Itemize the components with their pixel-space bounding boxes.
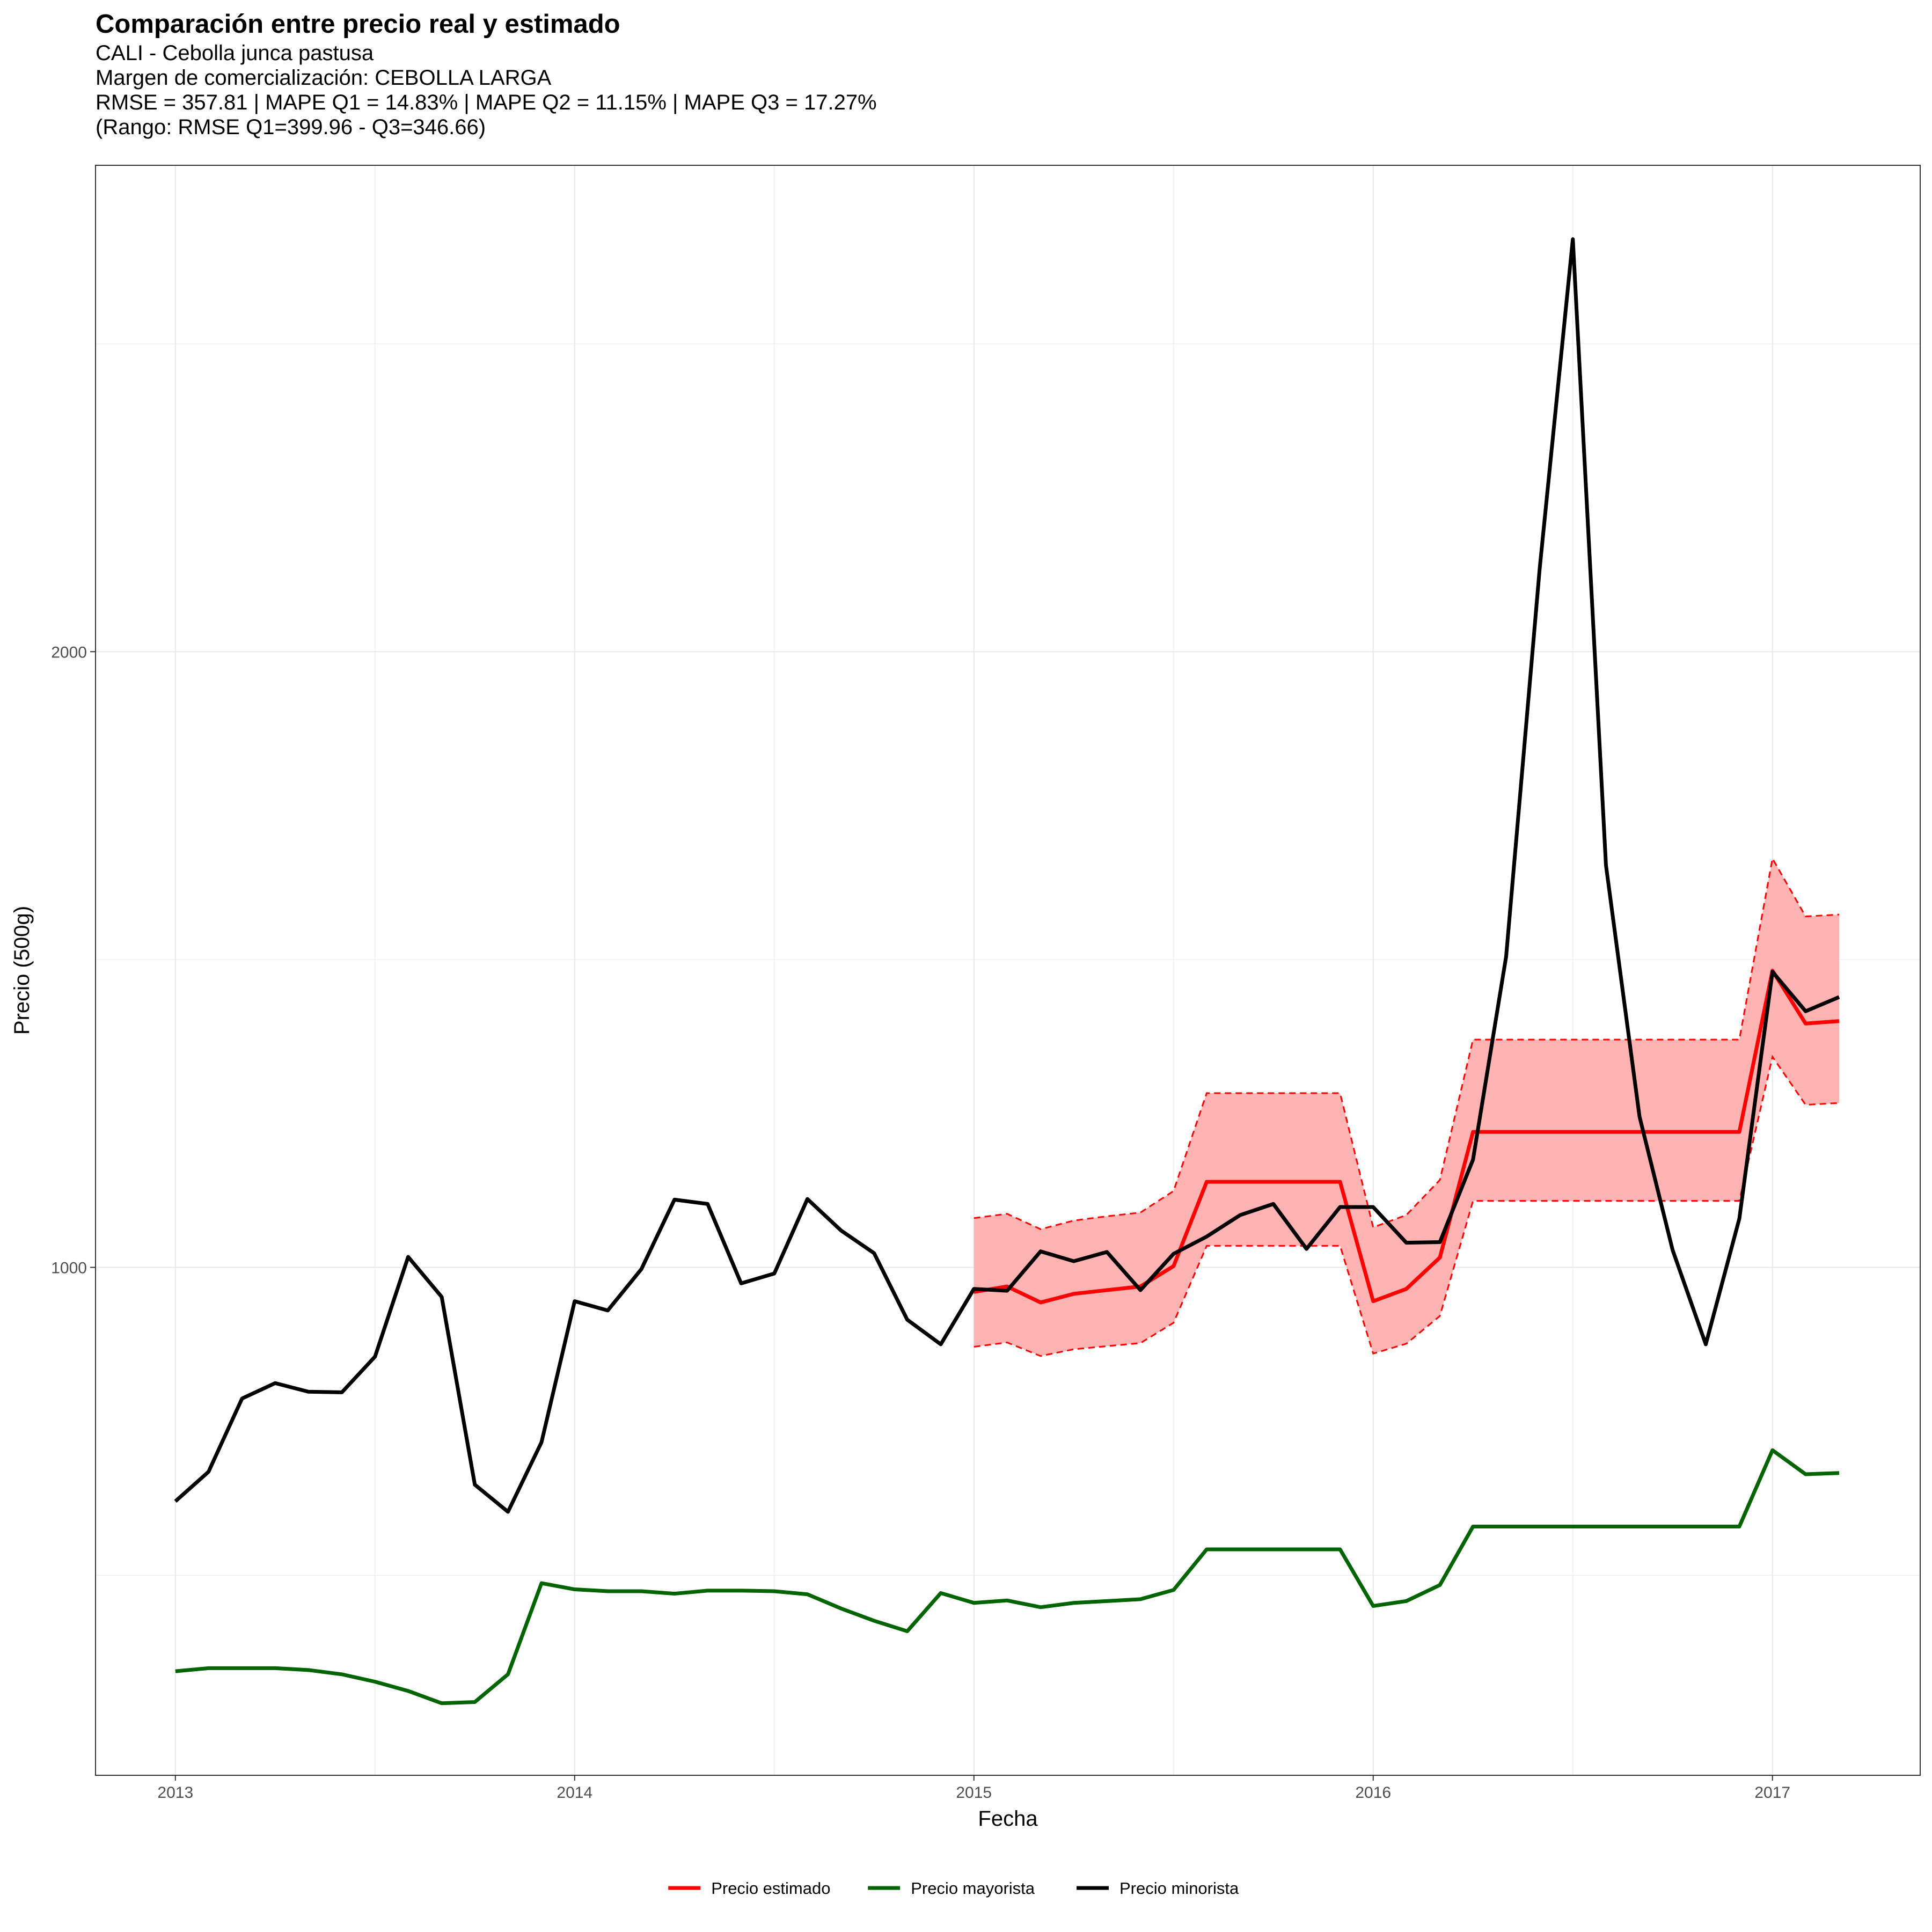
x-axis-title: Fecha (978, 1807, 1038, 1831)
chart-header: Comparación entre precio real y estimado… (96, 8, 877, 140)
x-tick-label: 2015 (956, 1784, 992, 1802)
chart-subtitle-line-4: (Rango: RMSE Q1=399.96 - Q3=346.66) (96, 115, 486, 139)
x-tick-label: 2014 (557, 1784, 592, 1802)
x-tick-label: 2017 (1754, 1784, 1790, 1802)
interval-lower-line (974, 1055, 1840, 1357)
interval-upper-line (974, 856, 1840, 1230)
x-tick-label: 2013 (157, 1784, 193, 1802)
interval-band (974, 858, 1839, 1356)
series-lines (174, 237, 1840, 1706)
chart-subtitle-line-1: CALI - Cebolla junca pastusa (96, 41, 374, 65)
series-precio-mayorista-line (175, 1448, 1840, 1706)
plot-panel-border (95, 165, 1921, 1776)
chart-subtitle-line-2: Margen de comercialización: CEBOLLA LARG… (96, 66, 552, 90)
y-tick-label: 1000 (51, 1260, 87, 1277)
prediction-interval (974, 856, 1840, 1357)
x-tick-label: 2016 (1355, 1784, 1391, 1802)
y-axis-title: Precio (500g) (10, 906, 34, 1035)
chart-title: Comparación entre precio real y estimado (96, 10, 620, 39)
chart-subtitle-line-3: RMSE = 357.81 | MAPE Q1 = 14.83% | MAPE … (96, 91, 877, 114)
axes: 2013 2014 2015 2016 2017 1000 2000 (51, 643, 1790, 1802)
legend-label: Precio minorista (1119, 1879, 1239, 1898)
legend: Precio estimado Precio mayorista Precio mi… (668, 1879, 1239, 1898)
series-precio-estimado-line (974, 969, 1840, 1305)
legend-label: Precio estimado (711, 1879, 830, 1898)
series-precio-minorista-line (174, 237, 1840, 1514)
grid-lines (96, 165, 1920, 1775)
legend-label: Precio mayorista (911, 1879, 1035, 1898)
y-tick-label: 2000 (51, 643, 87, 661)
